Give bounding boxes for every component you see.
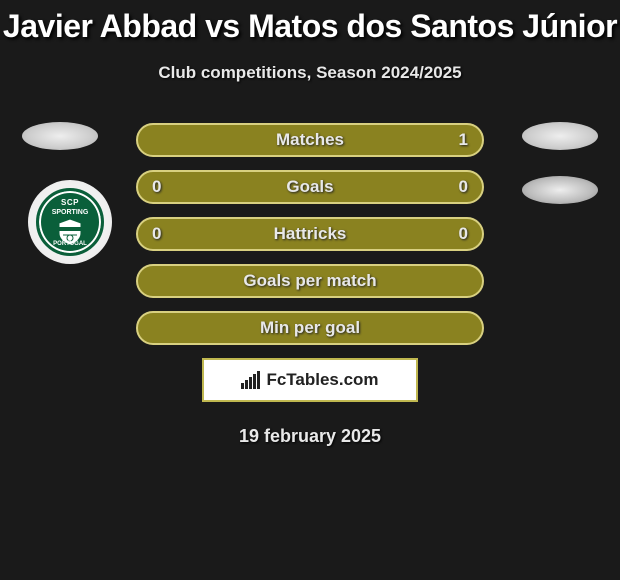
- stat-label: Min per goal: [260, 318, 360, 338]
- logo-text-scp: SCP: [61, 198, 79, 207]
- comparison-widget: Javier Abbad vs Matos dos Santos Júnior …: [0, 0, 620, 580]
- watermark-content: FcTables.com: [241, 370, 378, 390]
- page-title: Javier Abbad vs Matos dos Santos Júnior: [0, 0, 620, 45]
- stat-pill: Matches 1: [136, 123, 484, 157]
- stat-pill: 0 Goals 0: [136, 170, 484, 204]
- stat-value-left: 0: [152, 224, 161, 244]
- fctables-watermark[interactable]: FcTables.com: [202, 358, 418, 402]
- stat-pill: Min per goal: [136, 311, 484, 345]
- stat-row-goals: 0 Goals 0: [136, 170, 484, 204]
- player-right-badge-2-icon: [522, 176, 598, 204]
- player-left-badge-icon: [22, 122, 98, 150]
- stat-value-right: 0: [459, 177, 468, 197]
- stat-row-hattricks: 0 Hattricks 0: [136, 217, 484, 251]
- stat-label: Hattricks: [274, 224, 347, 244]
- stat-label: Matches: [276, 130, 344, 150]
- stat-row-goals-per-match: Goals per match: [136, 264, 484, 298]
- stat-value-right: 0: [459, 224, 468, 244]
- stat-value-right: 1: [459, 130, 468, 150]
- stat-label: Goals per match: [243, 271, 376, 291]
- bar-chart-icon: [241, 371, 263, 389]
- stat-row-matches: Matches 1: [136, 123, 484, 157]
- stat-label: Goals: [286, 177, 333, 197]
- logo-text-portugal: PORTUGAL: [53, 241, 87, 247]
- stat-pill: 0 Hattricks 0: [136, 217, 484, 251]
- date-text: 19 february 2025: [0, 426, 620, 447]
- season-subtitle: Club competitions, Season 2024/2025: [0, 63, 620, 83]
- watermark-text: FcTables.com: [266, 370, 378, 390]
- stat-pill: Goals per match: [136, 264, 484, 298]
- club-logo-left: SCP SPORTING PORTUGAL: [28, 180, 112, 264]
- player-right-badge-1-icon: [522, 122, 598, 150]
- logo-text-sporting: SPORTING: [52, 209, 89, 216]
- sporting-logo-icon: SCP SPORTING PORTUGAL: [36, 188, 104, 256]
- stat-value-left: 0: [152, 177, 161, 197]
- stat-row-min-per-goal: Min per goal: [136, 311, 484, 345]
